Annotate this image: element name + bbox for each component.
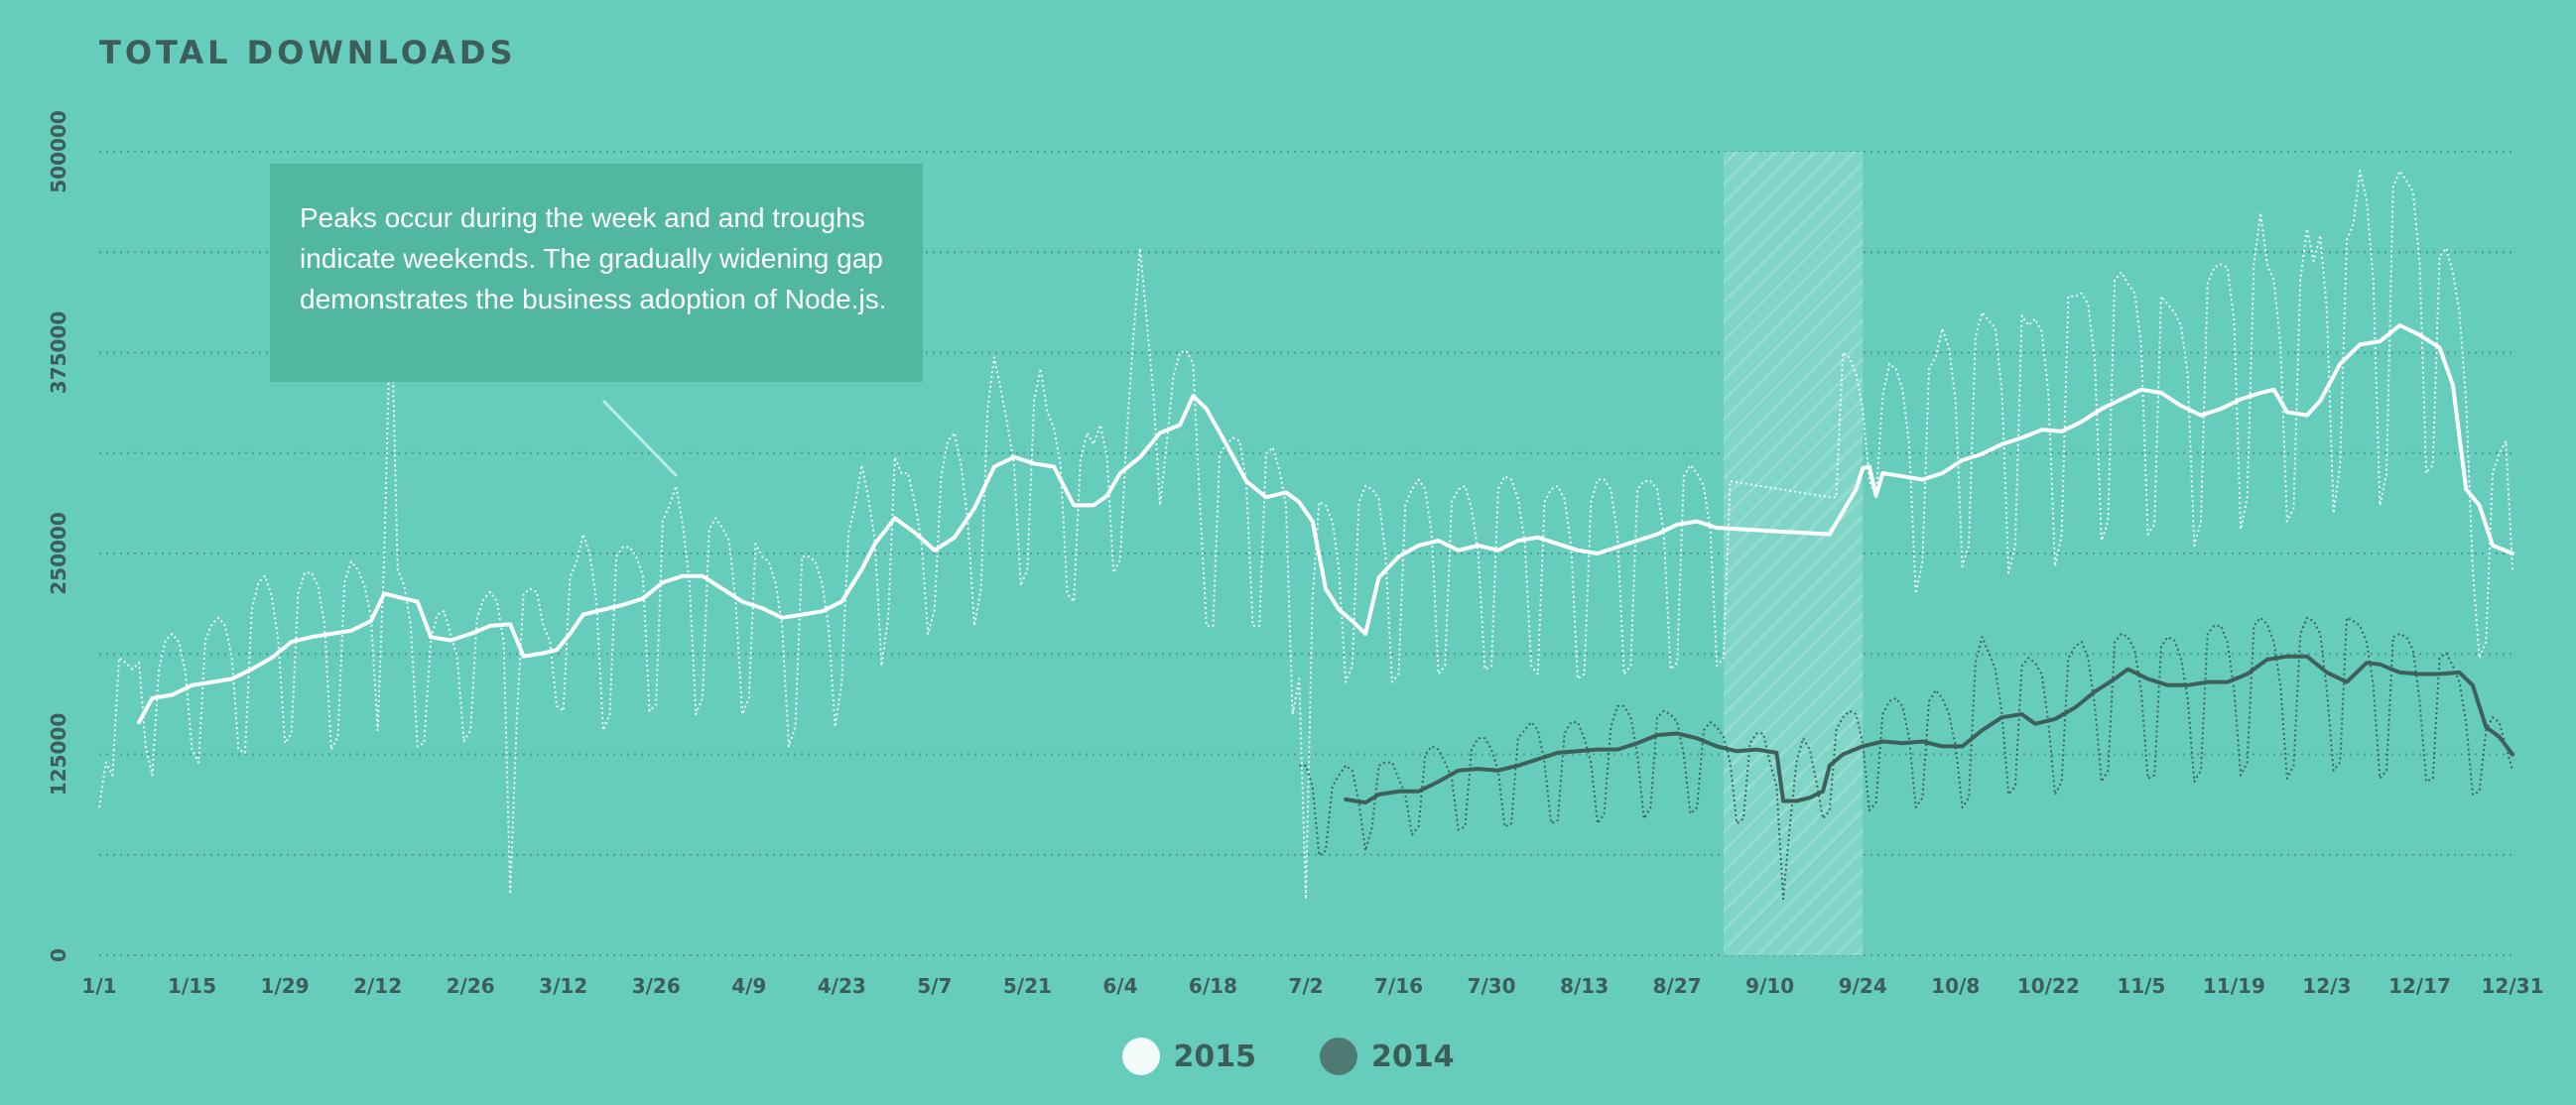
x-tick-label: 10/22 xyxy=(2017,974,2080,998)
chart-title: TOTAL DOWNLOADS xyxy=(99,34,517,71)
series-2015-daily-line xyxy=(98,170,2513,901)
y-tick-label: 375000 xyxy=(47,311,70,395)
x-tick-label: 7/16 xyxy=(1374,974,1423,998)
x-tick-label: 11/5 xyxy=(2117,974,2165,998)
x-tick-label: 11/19 xyxy=(2203,974,2265,998)
x-tick-label: 8/27 xyxy=(1653,974,1702,998)
x-tick-label: 3/12 xyxy=(539,974,587,998)
highlight-band xyxy=(1723,152,1864,955)
legend: 2015 2014 xyxy=(0,1032,2576,1081)
series-2014-daily-line xyxy=(1299,616,2513,901)
x-tick-label: 2/26 xyxy=(447,974,495,998)
x-tick-label: 3/26 xyxy=(632,974,681,998)
series-2015 xyxy=(98,170,2514,901)
x-tick-label: 6/4 xyxy=(1102,974,1137,998)
x-axis: 1/1 1/15 1/29 2/12 2/26 3/12 3/26 4/9 4/23 5/7 5/2… xyxy=(81,974,2543,998)
legend-swatch-2015 xyxy=(1121,1038,1160,1075)
y-tick-label: 250000 xyxy=(47,512,70,595)
annotation-text: Peaks occur during the week and and trou… xyxy=(300,202,887,314)
y-axis: 0 125000 250000 375000 500000 xyxy=(47,110,70,962)
x-tick-label: 9/10 xyxy=(1745,974,1794,998)
series-2015-average-line xyxy=(137,323,2514,725)
y-tick-label: 500000 xyxy=(47,110,70,193)
series-2014-average-line xyxy=(1344,654,2514,805)
x-tick-label: 12/31 xyxy=(2482,974,2544,998)
annotation-pointer xyxy=(601,399,679,478)
legend-item-2015[interactable]: 2015 xyxy=(1121,1038,1257,1075)
x-tick-label: 12/17 xyxy=(2388,974,2451,998)
annotation-box: Peaks occur during the week and and trou… xyxy=(270,164,923,382)
legend-swatch-2014 xyxy=(1320,1038,1357,1075)
x-tick-label: 4/23 xyxy=(818,974,866,998)
legend-label-2015: 2015 xyxy=(1173,1039,1257,1074)
x-tick-label: 10/8 xyxy=(1931,974,1980,998)
x-tick-label: 1/15 xyxy=(168,974,216,998)
x-tick-label: 7/30 xyxy=(1468,974,1516,998)
x-tick-label: 4/9 xyxy=(731,974,766,998)
x-tick-label: 5/7 xyxy=(917,974,952,998)
series-layer xyxy=(98,170,2514,901)
y-tick-label: 0 xyxy=(47,948,70,962)
y-tick-label: 125000 xyxy=(47,713,70,797)
x-tick-label: 1/29 xyxy=(261,974,310,998)
x-tick-label: 8/13 xyxy=(1560,974,1609,998)
x-tick-label: 12/3 xyxy=(2302,974,2351,998)
legend-label-2014: 2014 xyxy=(1371,1039,1455,1074)
series-2014 xyxy=(1299,616,2514,901)
x-tick-label: 7/2 xyxy=(1288,974,1323,998)
highlight-band-layer xyxy=(1723,152,1864,955)
x-tick-label: 1/1 xyxy=(81,974,116,998)
x-tick-label: 2/12 xyxy=(353,974,402,998)
x-tick-label: 5/21 xyxy=(1003,974,1052,998)
x-tick-label: 9/24 xyxy=(1839,974,1887,998)
x-tick-label: 6/18 xyxy=(1189,974,1237,998)
legend-item-2014[interactable]: 2014 xyxy=(1320,1038,1455,1075)
